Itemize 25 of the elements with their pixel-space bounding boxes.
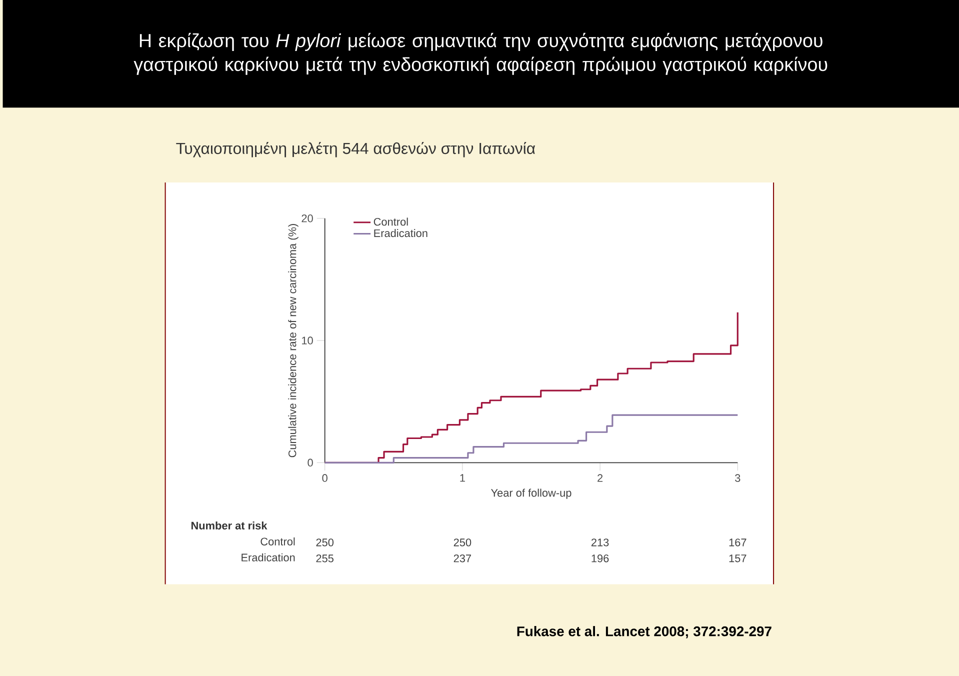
text: 196 [592, 554, 609, 562]
legend-label: Control [374, 218, 408, 226]
chart-title: Η εκρίζωση του H pylori μείωσε σημαντικά την συχνότητα εμφάνισης μετάχρονου γαστρικού καρκίνου μετά την ενδοσκοπική αφαίρεση πρώιμου γαστρικού καρκίνου [134, 32, 828, 75]
text: 250 [316, 538, 334, 546]
x-tick-label: 2 [598, 474, 603, 482]
text: 213 [591, 538, 609, 546]
text: 237 [454, 554, 472, 562]
x-tick-label: 3 [735, 474, 740, 482]
text: Fukase et al. Lancet 2008; 372:392-297 [517, 626, 772, 638]
text: 167 [729, 538, 746, 546]
y-tick-label: 0 [308, 458, 313, 467]
text: Eradication [242, 553, 295, 562]
text: 157 [729, 554, 746, 562]
x-tick-label: 1 [460, 474, 465, 482]
y-axis-title: Cumulative incidence rate of new carcinoma (%) [288, 224, 298, 458]
text: Control [260, 537, 295, 546]
x-tick-label: 0 [322, 474, 328, 482]
text: 250 [454, 538, 472, 546]
x-axis-title: Year of follow-up [490, 488, 572, 499]
chart-subtitle: Τυχαιοποιημένη μελέτη 544 ασθενών στην Ιαπωνία [176, 142, 536, 158]
y-tick-label: 20 [302, 214, 313, 222]
text: Number at risk [191, 521, 268, 530]
legend-label: Eradication [374, 229, 428, 238]
y-tick-label: 10 [302, 336, 313, 344]
text: 255 [316, 554, 334, 562]
